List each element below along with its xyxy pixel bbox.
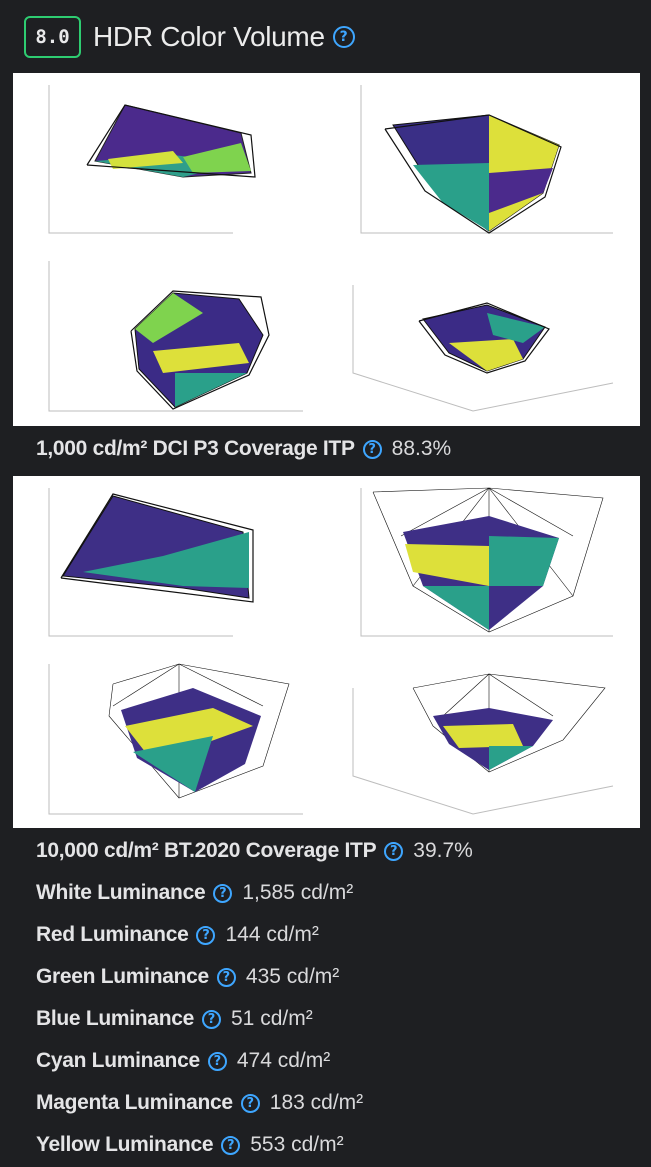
help-circle-icon[interactable]: ? bbox=[196, 925, 216, 945]
measurement-label: White Luminance bbox=[36, 881, 206, 904]
coverage-p3-row: 1,000 cd/m² DCI P3 Coverage ITP ? 88.3% bbox=[36, 437, 451, 461]
section-title: HDR Color Volume bbox=[93, 21, 325, 52]
measurement-label: Magenta Luminance bbox=[36, 1091, 233, 1114]
help-circle-icon[interactable]: ? bbox=[362, 439, 382, 459]
coverage-p3-label: 1,000 cd/m² DCI P3 Coverage ITP bbox=[36, 437, 355, 460]
section-header: 8.0 HDR Color Volume ? bbox=[24, 15, 355, 59]
help-circle-icon[interactable]: ? bbox=[216, 967, 236, 987]
coverage-p3-value: 88.3% bbox=[391, 437, 452, 460]
coverage-bt2020-value: 39.7% bbox=[413, 839, 473, 862]
measurement-row: White Luminance ? 1,585 cd/m² bbox=[36, 881, 353, 905]
measurement-value: 435 cd/m² bbox=[245, 965, 340, 988]
measurement-value: 1,585 cd/m² bbox=[242, 881, 354, 904]
measurement-row: Cyan Luminance ? 474 cd/m² bbox=[36, 1049, 330, 1073]
help-circle-icon[interactable]: ? bbox=[332, 26, 355, 48]
help-circle-icon[interactable]: ? bbox=[202, 1009, 221, 1029]
color-volume-plot-p3 bbox=[13, 73, 640, 426]
measurement-value: 474 cd/m² bbox=[236, 1049, 331, 1072]
measurement-value: 144 cd/m² bbox=[225, 923, 319, 946]
measurement-row: Blue Luminance ? 51 cd/m² bbox=[36, 1007, 313, 1031]
measurement-row: Red Luminance ? 144 cd/m² bbox=[36, 923, 319, 947]
color-volume-plot-bt2020 bbox=[13, 476, 640, 828]
measurement-row: Yellow Luminance ? 553 cd/m² bbox=[36, 1133, 344, 1157]
help-circle-icon[interactable]: ? bbox=[384, 841, 404, 861]
help-circle-icon[interactable]: ? bbox=[207, 1051, 227, 1071]
measurement-value: 51 cd/m² bbox=[231, 1007, 313, 1030]
help-circle-icon[interactable]: ? bbox=[240, 1093, 260, 1113]
help-circle-icon[interactable]: ? bbox=[221, 1135, 241, 1155]
measurement-label: Cyan Luminance bbox=[36, 1049, 200, 1072]
coverage-bt2020-label: 10,000 cd/m² BT.2020 Coverage ITP bbox=[36, 839, 377, 862]
score-badge: 8.0 bbox=[24, 16, 81, 58]
help-circle-icon[interactable]: ? bbox=[213, 883, 233, 903]
measurement-label: Blue Luminance bbox=[36, 1007, 194, 1030]
measurement-label: Green Luminance bbox=[36, 965, 209, 988]
measurement-value: 183 cd/m² bbox=[269, 1091, 364, 1114]
measurement-label: Red Luminance bbox=[36, 923, 189, 946]
coverage-bt2020-row: 10,000 cd/m² BT.2020 Coverage ITP ? 39.7… bbox=[36, 839, 473, 863]
measurement-label: Yellow Luminance bbox=[36, 1133, 214, 1156]
measurement-row: Magenta Luminance ? 183 cd/m² bbox=[36, 1091, 363, 1115]
measurement-value: 553 cd/m² bbox=[250, 1133, 344, 1156]
measurement-row: Green Luminance ? 435 cd/m² bbox=[36, 965, 339, 989]
